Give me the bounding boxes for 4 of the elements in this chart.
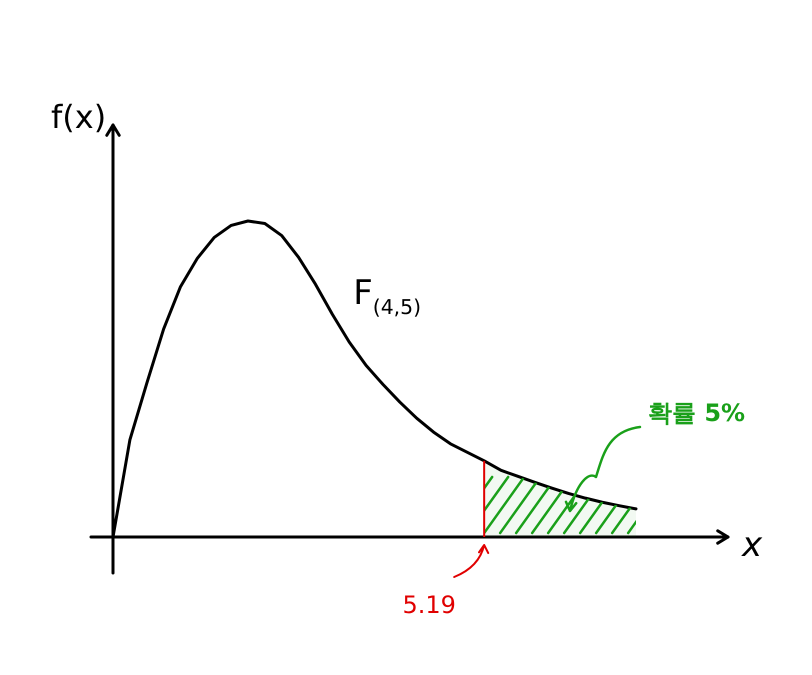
text: 확률 5% (648, 399, 746, 428)
x-axis-title: x (741, 524, 763, 565)
text: 5.19 (402, 591, 456, 620)
y-axis-title: f(x) (51, 98, 106, 136)
